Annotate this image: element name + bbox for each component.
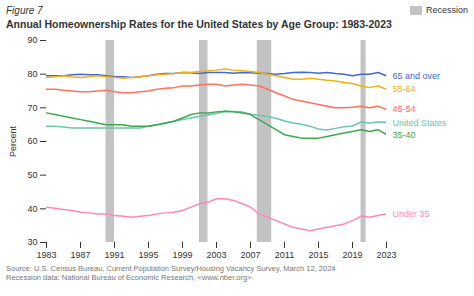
svg-text:55-64: 55-64 (393, 84, 416, 94)
svg-text:45-54: 45-54 (393, 104, 416, 114)
svg-text:2011: 2011 (275, 250, 294, 260)
svg-text:United States: United States (393, 118, 448, 128)
svg-text:1987: 1987 (70, 250, 90, 260)
svg-text:30: 30 (27, 237, 37, 247)
svg-text:40: 40 (27, 204, 37, 214)
html-text:Source: U.S. Census Bureau, Cu: Source: U.S. Census Bureau, Current Popu… (6, 264, 336, 282)
svg-text:1983: 1983 (36, 250, 56, 260)
svg-text:2015: 2015 (308, 250, 328, 260)
html-text:Recession: Recession (426, 5, 468, 15)
svg-text:2023: 2023 (376, 250, 396, 260)
svg-text:80: 80 (27, 69, 37, 79)
svg-text:1995: 1995 (138, 250, 158, 260)
svg-text:Percent: Percent (8, 125, 18, 157)
svg-text:50: 50 (27, 170, 37, 180)
svg-text:2003: 2003 (206, 250, 226, 260)
html-text:Annual Homeownership Rates for: Annual Homeownership Rates for the Unite… (6, 18, 392, 30)
svg-text:1991: 1991 (104, 250, 124, 260)
svg-text:90: 90 (27, 35, 37, 45)
svg-text:Under 35: Under 35 (393, 209, 430, 219)
html-text:Figure 7: Figure 7 (6, 4, 43, 16)
svg-text:35-40: 35-40 (393, 130, 416, 140)
svg-text:70: 70 (27, 103, 37, 113)
svg-text:60: 60 (27, 136, 37, 146)
svg-text:1999: 1999 (172, 250, 192, 260)
svg-text:2019: 2019 (342, 250, 362, 260)
svg-text:2007: 2007 (240, 250, 260, 260)
svg-text:65 and over: 65 and over (393, 71, 441, 81)
